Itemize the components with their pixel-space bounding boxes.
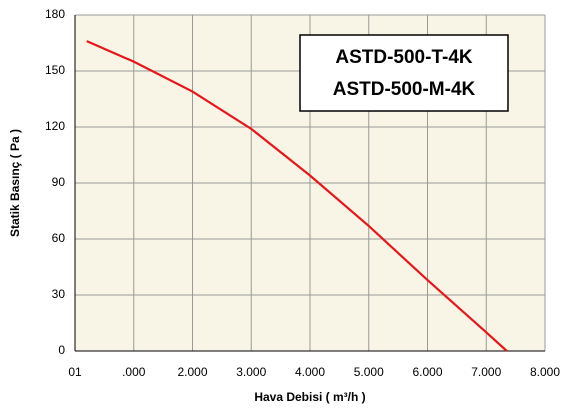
x-tick-label: 7.000: [471, 365, 501, 379]
x-tick-label: .000: [122, 365, 146, 379]
y-tick-label: 180: [45, 7, 65, 21]
y-tick-label: 60: [52, 231, 66, 245]
legend-box: [299, 34, 509, 112]
y-axis-title: Statik Basınç ( Pa ): [8, 129, 22, 237]
x-tick-label: 2.000: [177, 365, 207, 379]
x-tick-label: 01: [68, 365, 82, 379]
y-tick-label: 150: [45, 63, 65, 77]
x-tick-label: 5.000: [354, 365, 384, 379]
annotation: ASTD-500-T-4K: [335, 47, 473, 68]
x-tick-label: 3.000: [236, 365, 266, 379]
x-tick-label: 4.000: [295, 365, 325, 379]
data-line: [86, 40, 508, 352]
x-axis-title: Hava Debisi ( m³/h ): [254, 390, 365, 404]
y-tick-label: 30: [52, 287, 66, 301]
y-tick-label: 120: [45, 119, 65, 133]
x-tick-label: 6.000: [412, 365, 442, 379]
y-tick-label: 0: [58, 343, 65, 357]
annotation: ASTD-500-M-4K: [333, 79, 476, 100]
y-tick-label: 90: [52, 175, 66, 189]
x-tick-label: 8.000: [530, 365, 560, 379]
